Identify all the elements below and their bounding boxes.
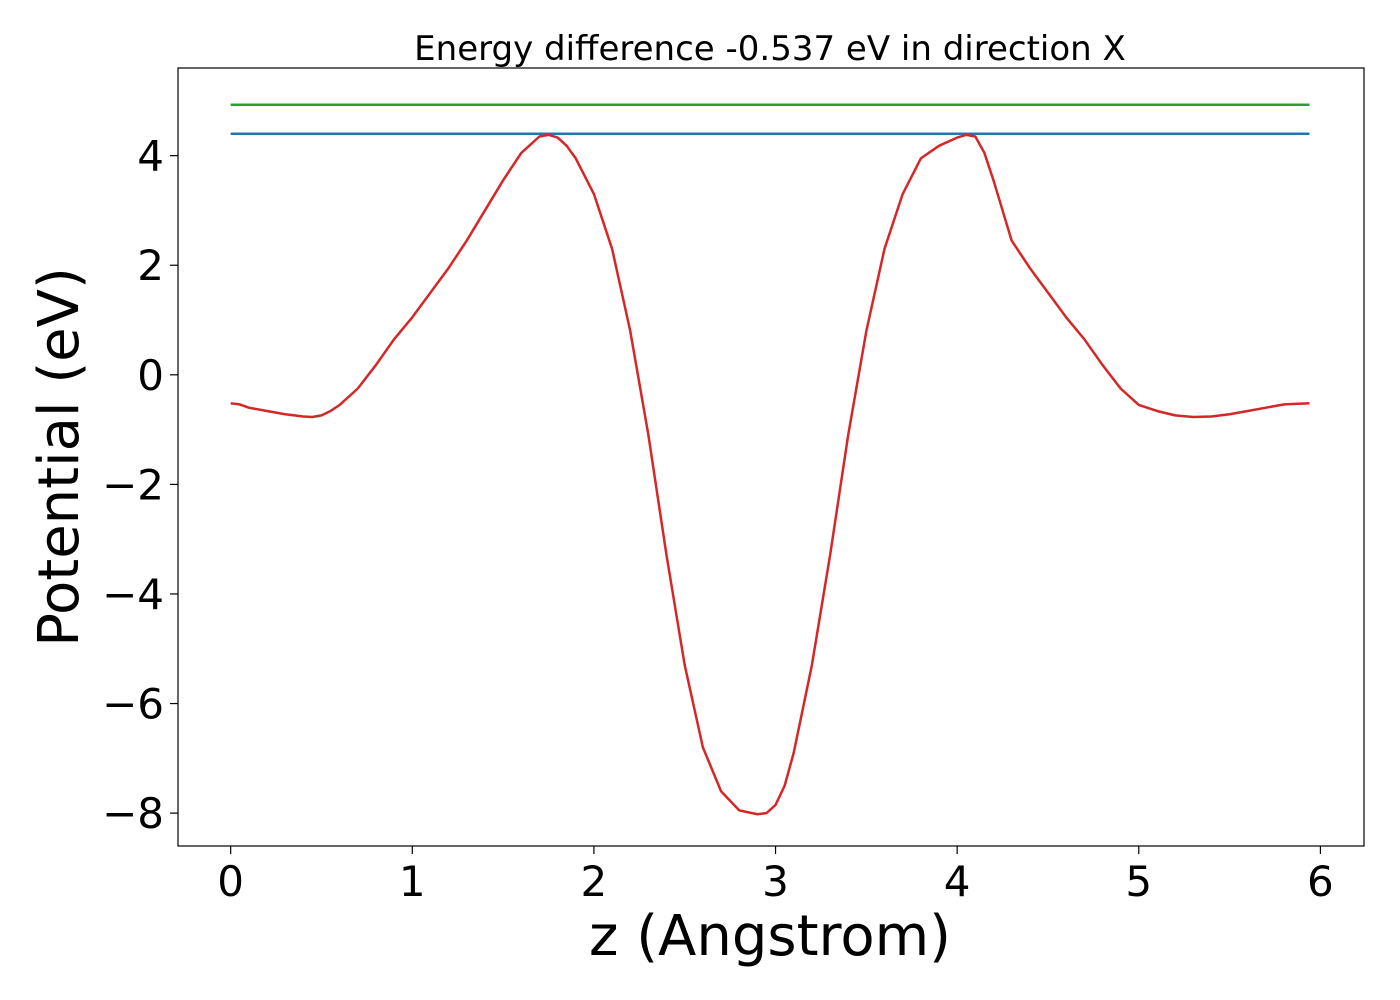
x-axis-ticks: 0 1 2 3 4 5 6 bbox=[217, 846, 1334, 906]
y-axis-label: Potential (eV) bbox=[27, 267, 92, 647]
series-layer bbox=[230, 103, 1310, 816]
y-tick-label: −2 bbox=[102, 460, 164, 509]
plot-frame bbox=[177, 67, 1365, 847]
y-tick-label: −6 bbox=[102, 680, 164, 729]
series-line-3 bbox=[230, 133, 1310, 816]
x-tick-label: 5 bbox=[1125, 857, 1152, 906]
y-tick-label: 2 bbox=[137, 241, 164, 290]
y-tick-label: −8 bbox=[102, 789, 164, 838]
chart-title: Energy difference -0.537 eV in direction… bbox=[414, 29, 1126, 69]
x-axis-label: z (Angstrom) bbox=[589, 904, 951, 969]
x-tick-label: 0 bbox=[217, 857, 244, 906]
x-tick-label: 3 bbox=[762, 857, 789, 906]
y-axis-ticks: 4 2 0 −2 −4 −6 −8 bbox=[102, 132, 178, 838]
y-tick-label: 4 bbox=[137, 132, 164, 181]
x-tick-label: 2 bbox=[581, 857, 608, 906]
x-tick-label: 4 bbox=[944, 857, 971, 906]
x-tick-label: 1 bbox=[399, 857, 426, 906]
y-tick-label: −4 bbox=[102, 570, 164, 619]
x-tick-label: 6 bbox=[1307, 857, 1334, 906]
y-tick-label: 0 bbox=[137, 351, 164, 400]
